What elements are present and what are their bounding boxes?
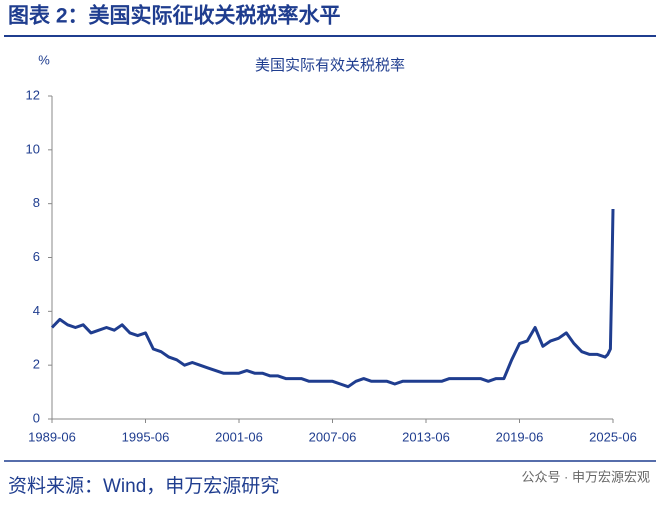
x-tick-label: 2001-06 (215, 429, 263, 444)
source: 资料来源：Wind，申万宏源研究 (8, 475, 279, 497)
x-tick-label: 2025-06 (589, 429, 637, 444)
y-tick-label: 10 (26, 141, 40, 156)
line-series (50, 208, 615, 389)
x-tick-label: 1989-06 (28, 429, 76, 444)
chart-title: 美国实际有效关税税率 (255, 57, 405, 74)
y-tick-label: 8 (33, 195, 40, 210)
x-tick-label: 2019-06 (496, 429, 544, 444)
y-tick-label: 6 (33, 249, 40, 264)
x-tick-label: 2013-06 (402, 429, 450, 444)
y-tick-label: 4 (33, 303, 40, 318)
y-axis-label: % (38, 52, 50, 67)
watermark: 公众号 · 申万宏源宏观 (521, 469, 650, 484)
y-tick-label: 12 (26, 87, 40, 102)
x-tick-label: 2007-06 (309, 429, 357, 444)
y-tick-label: 2 (33, 357, 40, 372)
x-tick-label: 1995-06 (122, 429, 170, 444)
y-tick-label: 0 (33, 410, 40, 425)
page-title: 图表 2：美国实际征收关税税率水平 (8, 4, 341, 28)
